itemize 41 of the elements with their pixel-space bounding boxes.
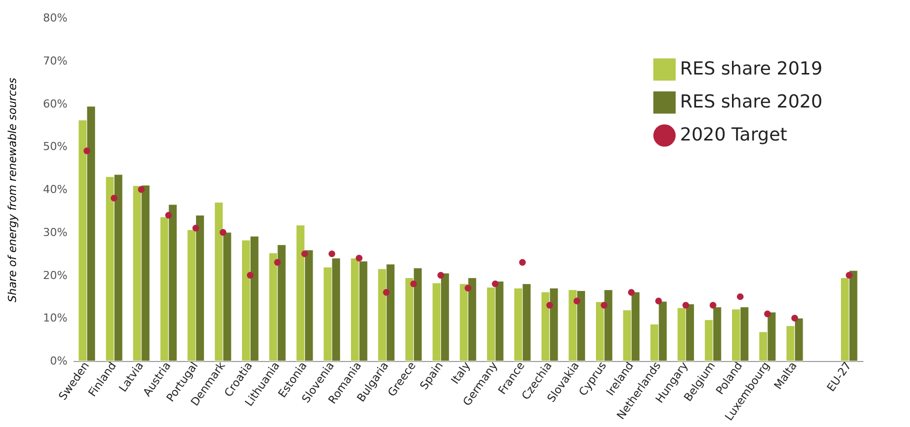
point <box>546 302 554 309</box>
y-tick-label: 30% <box>43 226 68 239</box>
point <box>382 289 390 296</box>
y-tick-label: 40% <box>43 183 68 196</box>
point <box>764 310 771 318</box>
y-tick-label: 10% <box>43 312 68 325</box>
point <box>736 293 744 300</box>
point <box>138 186 145 193</box>
point <box>791 314 798 322</box>
legend-label: RES share 2019 <box>680 58 822 80</box>
point <box>274 259 281 266</box>
point <box>84 148 90 154</box>
y-axis-title: Share of energy from renewable sources <box>6 77 20 302</box>
point <box>574 298 580 304</box>
point <box>220 229 226 236</box>
point <box>628 289 635 296</box>
point <box>110 194 118 202</box>
point <box>655 298 662 304</box>
point <box>165 212 172 219</box>
point <box>682 302 690 309</box>
point <box>600 302 608 309</box>
y-tick-label: 80% <box>43 12 68 24</box>
y-tick-label: 70% <box>43 54 68 68</box>
legend-label: 2020 Target <box>680 124 788 146</box>
point <box>410 280 417 288</box>
point <box>519 259 526 266</box>
point <box>846 272 852 279</box>
point <box>464 284 472 292</box>
point <box>301 250 308 258</box>
y-tick-label: 0% <box>50 354 68 368</box>
y-tick-label: 60% <box>43 97 68 110</box>
y-tick-label: 50% <box>43 140 68 154</box>
legend-label: RES share 2020 <box>680 92 822 112</box>
point <box>710 302 716 309</box>
y-tick-label: 20% <box>43 268 68 282</box>
point <box>192 224 200 232</box>
point <box>328 250 336 258</box>
point <box>492 280 499 288</box>
point <box>356 254 362 262</box>
point <box>437 272 444 279</box>
point <box>246 272 254 279</box>
